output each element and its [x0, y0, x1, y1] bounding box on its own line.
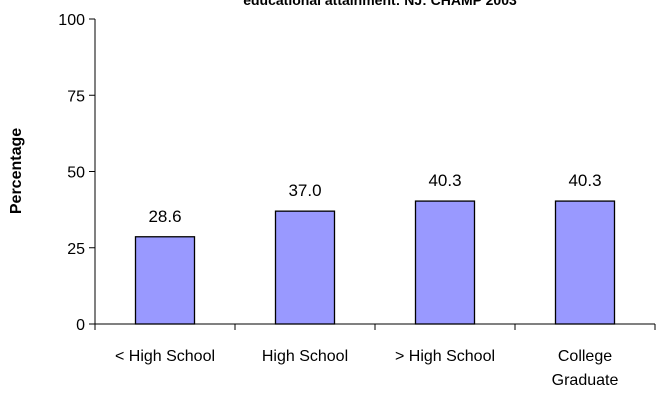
bar [414, 200, 476, 325]
y-tick-label: 75 [67, 88, 85, 105]
bar [554, 200, 616, 325]
bar [134, 236, 196, 325]
category-label: > High School [395, 348, 495, 365]
data-label: 40.3 [428, 171, 461, 190]
category-label: High School [262, 348, 348, 365]
bar [274, 210, 336, 325]
category-label: < High School [115, 348, 215, 365]
category-label: College [558, 348, 612, 365]
y-tick-label: 100 [58, 12, 85, 29]
y-tick-label: 25 [67, 241, 85, 258]
y-axis-label: Percentage [8, 128, 25, 214]
chart-title: educational attainment: NJ: CHAMP 2003 [243, 0, 517, 8]
y-tick-label: 50 [67, 165, 85, 182]
plot-area: 0 25 50 75 100 28.6 < High School 37.0 High Scho… [58, 12, 656, 389]
category-label: Graduate [552, 372, 619, 389]
data-label: 28.6 [148, 207, 181, 226]
data-label: 40.3 [568, 171, 601, 190]
y-tick-label: 0 [76, 317, 85, 334]
data-label: 37.0 [288, 181, 321, 200]
